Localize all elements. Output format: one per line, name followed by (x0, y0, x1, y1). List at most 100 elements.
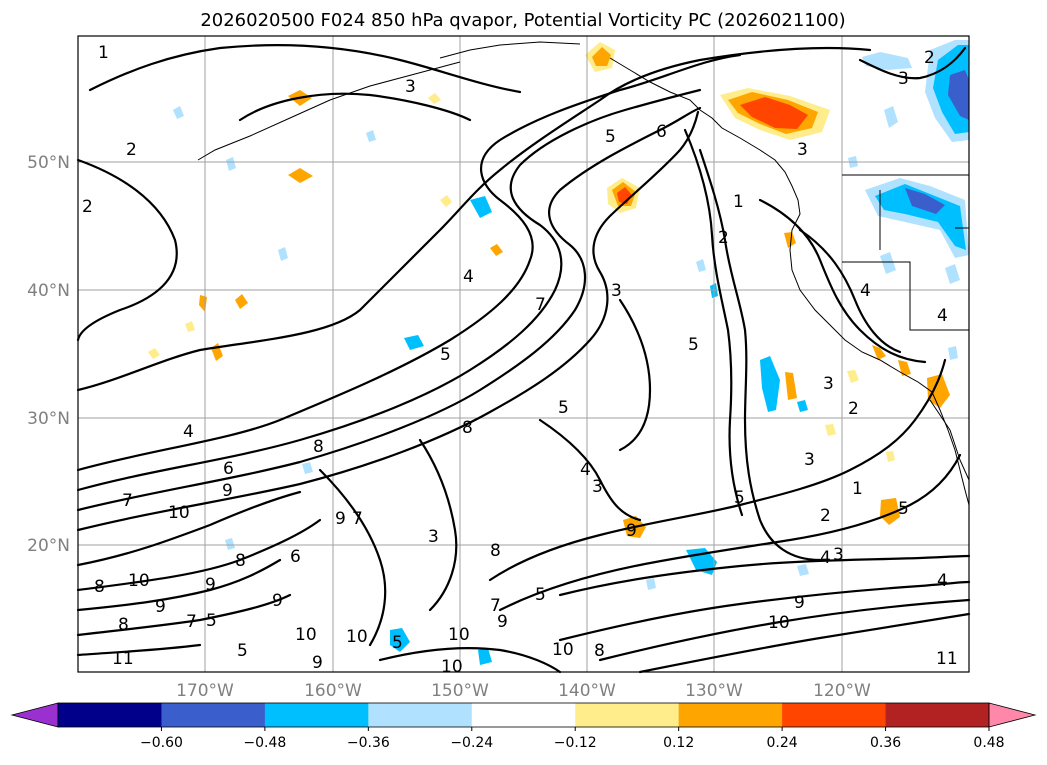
colorbar-tick-label: −0.24 (450, 735, 493, 751)
colorbar-segment (471, 703, 576, 727)
pv-shading (148, 40, 969, 665)
contour-label: 9 (335, 509, 346, 529)
contour-label: 4 (937, 571, 948, 591)
contour-labels: 1 2 3 4 5 6 7 8 9 10 11 5 6 3 1 2 3 4 7 … (82, 43, 958, 677)
colorbar-tick-label: 0.12 (663, 735, 694, 751)
colorbar-extend-high (988, 702, 1037, 728)
colorbar-segment (678, 703, 783, 727)
contour-label: 8 (235, 551, 246, 571)
contour-label: 5 (535, 585, 546, 605)
contour-label: 9 (205, 575, 216, 595)
lat-label: 30°N (27, 409, 70, 429)
contour-label: 5 (206, 611, 217, 631)
contour-label: 4 (820, 548, 831, 568)
contour-label: 7 (535, 295, 546, 315)
contour-label: 9 (312, 653, 323, 673)
contour-label: 7 (352, 509, 363, 529)
contour-label: 3 (592, 477, 603, 497)
contour-label: 4 (580, 460, 591, 480)
contour-label: 10 (441, 657, 463, 677)
contour-label: 11 (112, 649, 134, 669)
contour-label: 8 (94, 577, 105, 597)
contour-label: 4 (860, 281, 871, 301)
contour-label: 5 (688, 335, 699, 355)
contour-label: 3 (611, 281, 622, 301)
contour-label: 8 (490, 541, 501, 561)
contour-label: 10 (128, 571, 150, 591)
lat-label: 40°N (27, 281, 70, 301)
contour-label: 3 (833, 545, 844, 565)
contour-label: 1 (98, 43, 109, 63)
colorbar-tick-label: −0.36 (347, 735, 390, 751)
lat-label: 20°N (27, 536, 70, 556)
contour-label: 9 (155, 597, 166, 617)
lon-label: 120°W (813, 681, 871, 701)
contour-label: 10 (346, 627, 368, 647)
colorbar-segment (885, 703, 990, 727)
contour-label: 6 (223, 459, 234, 479)
longitude-axis: 170°W 160°W 150°W 140°W 130°W 120°W (176, 681, 871, 701)
contour-label: 3 (428, 527, 439, 547)
contour-label: 1 (733, 192, 744, 212)
latitude-axis: 50°N 40°N 30°N 20°N (27, 153, 70, 556)
contour-label: 5 (558, 398, 569, 418)
contour-label: 8 (594, 641, 605, 661)
colorbar-extend-low (10, 702, 59, 728)
contour-label: 11 (936, 649, 958, 669)
colorbar-tick-label: 0.36 (870, 735, 901, 751)
contour-label: 2 (126, 140, 137, 160)
contour-label: 5 (237, 641, 248, 661)
contour-label: 7 (122, 491, 133, 511)
lon-label: 160°W (304, 681, 362, 701)
colorbar-tick-label: −0.12 (554, 735, 597, 751)
figure-title: 2026020500 F024 850 hPa qvapor, Potentia… (200, 10, 845, 31)
colorbar-segment (782, 703, 887, 727)
colorbar-tick-label: −0.60 (140, 735, 183, 751)
colorbar-frame (57, 702, 990, 728)
lon-label: 150°W (431, 681, 489, 701)
contour-label: 5 (734, 488, 745, 508)
contour-label: 6 (290, 547, 301, 567)
lon-label: 130°W (685, 681, 743, 701)
pv-contours (76, 44, 971, 674)
contour-label: 9 (794, 593, 805, 613)
contour-label: 4 (183, 422, 194, 442)
contour-label: 2 (820, 506, 831, 526)
contour-label: 5 (440, 345, 451, 365)
contour-label: 3 (823, 374, 834, 394)
colorbar-segment (264, 703, 369, 727)
contour-label: 9 (626, 521, 637, 541)
colorbar-segment (58, 703, 162, 727)
contour-label: 3 (898, 69, 909, 89)
colorbar-segment (368, 703, 473, 727)
coastlines (197, 41, 970, 506)
contour-label: 10 (768, 613, 790, 633)
contour-label: 3 (405, 77, 416, 97)
contour-label: 9 (222, 481, 233, 501)
contour-label: 5 (392, 633, 403, 653)
colorbar-segment (575, 703, 680, 727)
contour-label: 10 (448, 625, 470, 645)
graticule (78, 36, 969, 672)
colorbar-tick-label: 0.48 (973, 735, 1004, 751)
colorbar-segment (161, 703, 266, 727)
contour-label: 4 (937, 306, 948, 326)
contour-label: 2 (82, 197, 93, 217)
lon-label: 170°W (176, 681, 234, 701)
contour-label: 1 (852, 479, 863, 499)
contour-label: 7 (186, 612, 197, 632)
contour-label: 2 (924, 48, 935, 68)
contour-label: 10 (552, 640, 574, 660)
contour-label: 6 (656, 122, 667, 142)
contour-label: 8 (462, 418, 473, 438)
contour-label: 10 (168, 503, 190, 523)
contour-label: 5 (605, 127, 616, 147)
lon-label: 140°W (558, 681, 616, 701)
colorbar-tick-label: 0.24 (767, 735, 798, 751)
lat-label: 50°N (27, 153, 70, 173)
colorbar-tick-label: −0.48 (243, 735, 286, 751)
contour-label: 8 (118, 615, 129, 635)
contour-label: 5 (898, 499, 909, 519)
map-panel: 1 2 3 4 5 6 7 8 9 10 11 5 6 3 1 2 3 4 7 … (76, 35, 971, 677)
